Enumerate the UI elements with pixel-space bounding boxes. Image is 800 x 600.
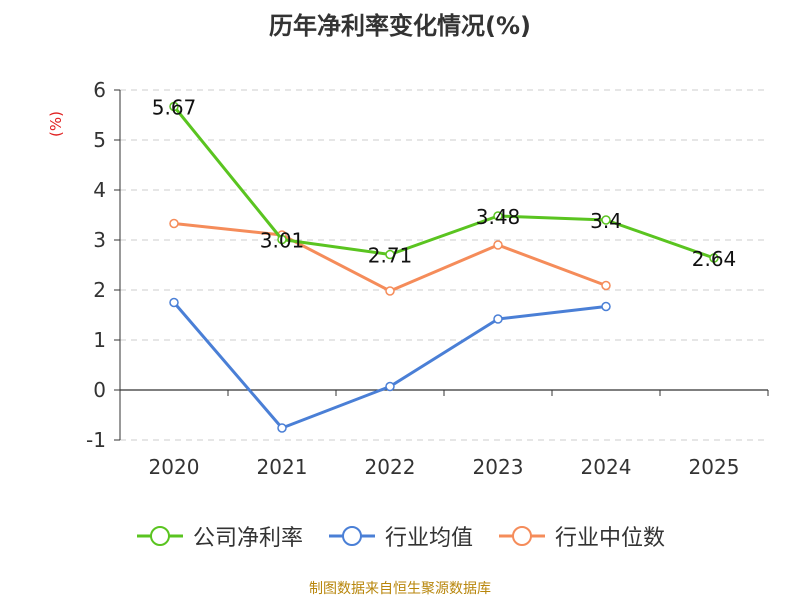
data-label: 3.01 [260, 229, 305, 253]
series-line [172, 105, 715, 260]
legend-label: 行业均值 [384, 526, 473, 551]
y-tick-label: 3 [93, 228, 106, 252]
data-point [493, 240, 503, 250]
data-point [709, 253, 719, 263]
chart-legend: 公司净利率 行业均值 行业中位数 [0, 520, 800, 552]
data-label: 3.4 [590, 209, 622, 233]
chart-title: 历年净利率变化情况(%) [269, 12, 531, 40]
y-tick-label: 1 [93, 328, 106, 352]
legend-swatch [136, 526, 183, 546]
data-label: 5.67 [152, 96, 197, 120]
y-tick-label: -1 [86, 428, 106, 452]
data-point [601, 280, 611, 291]
x-tick-label: 2020 [149, 455, 200, 479]
data-point [601, 215, 611, 225]
data-label: 2.64 [692, 247, 737, 271]
legend-label: 公司净利率 [192, 526, 303, 551]
data-point [277, 234, 287, 245]
y-tick-label: 0 [93, 378, 106, 402]
data-label: 2.71 [368, 244, 413, 268]
data-point [277, 423, 287, 433]
y-tick-label: 2 [93, 278, 106, 302]
x-tick-label: 2025 [689, 455, 740, 479]
data-point [169, 218, 179, 229]
x-tick-label: 2021 [257, 455, 308, 479]
legend-swatch [499, 526, 545, 546]
legend-label: 行业中位数 [555, 526, 666, 551]
x-tick-label: 2024 [581, 455, 632, 479]
data-point [601, 301, 611, 312]
data-point [169, 297, 179, 308]
data-source-note: 制图数据来自恒生聚源数据库 [309, 581, 491, 597]
data-point [385, 249, 395, 260]
y-tick-label: 5 [93, 128, 106, 152]
data-label: 3.48 [476, 205, 521, 229]
y-tick-label: 6 [93, 78, 106, 102]
data-point [493, 314, 503, 324]
data-point [169, 101, 179, 112]
data-point [493, 211, 503, 221]
legend-item[interactable]: 行业均值 [327, 520, 473, 552]
y-tick-label: 4 [93, 178, 106, 202]
legend-item[interactable]: 行业中位数 [497, 520, 665, 552]
data-point [385, 381, 395, 392]
series-line [172, 301, 607, 430]
data-point [385, 286, 395, 296]
legend-item[interactable]: 公司净利率 [135, 520, 303, 552]
x-tick-label: 2023 [473, 455, 524, 479]
legend-swatch [328, 526, 375, 546]
x-tick-label: 2022 [365, 455, 416, 479]
